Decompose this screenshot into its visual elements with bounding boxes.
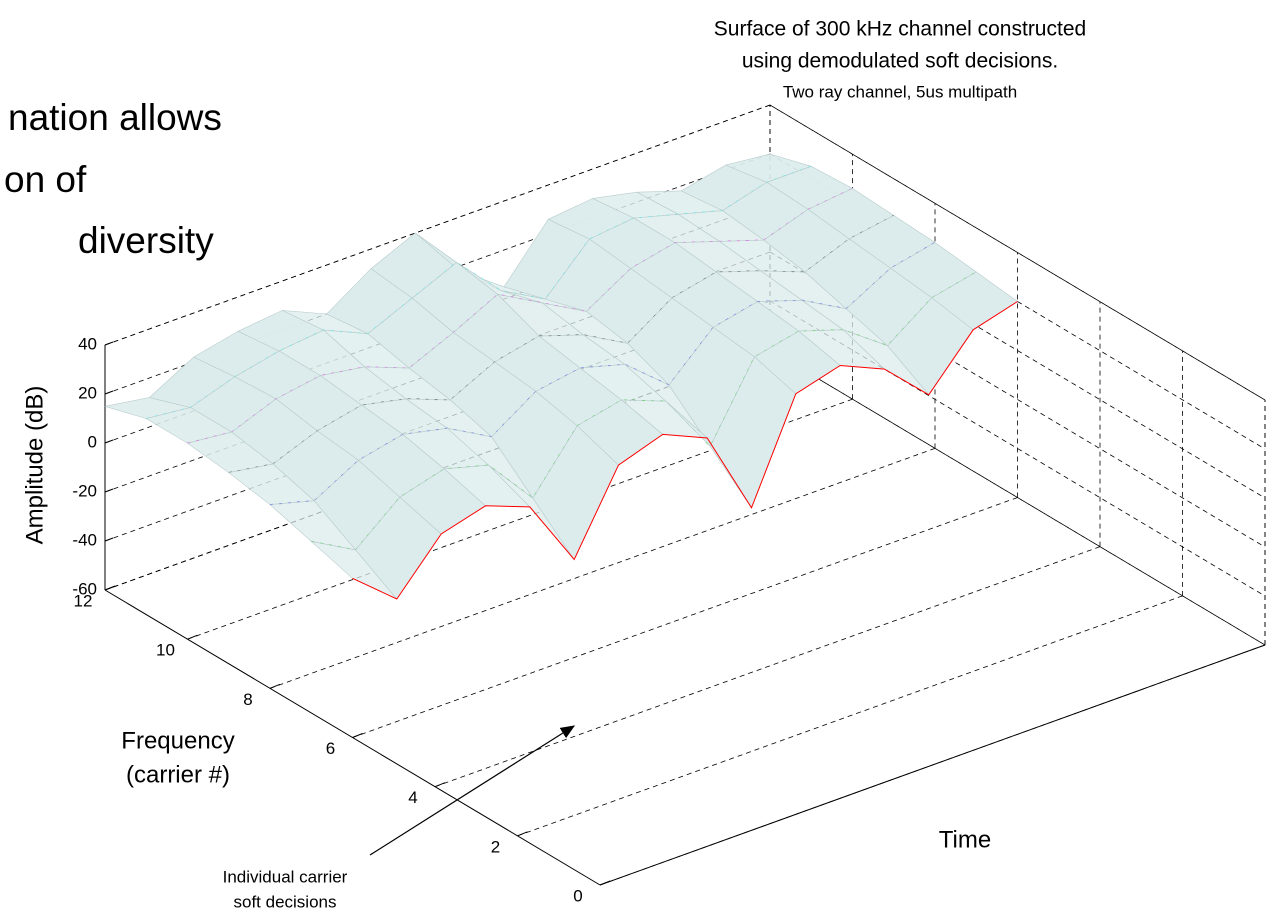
z-axis-label: Amplitude (dB) [21,386,48,545]
y-axis-label: Frequency [121,727,234,754]
slide-line: nation allows [8,97,222,138]
annotation: soft decisions [234,892,337,911]
z-tick-label: 0 [88,432,97,451]
tick-mark [104,488,114,493]
tick-mark [104,585,116,591]
grid-line [769,251,1266,548]
y-tick-label: 2 [491,837,500,856]
tick-mark [517,831,528,837]
carrier-trace [352,301,1018,600]
tick-mark [104,439,114,444]
tick-mark [269,683,281,689]
tick-mark [104,390,114,395]
y-tick-label: 4 [408,788,417,807]
grid-line [104,104,771,346]
y-tick-label: 12 [74,591,93,610]
z-tick-label: -40 [72,530,97,549]
tick-mark [352,733,363,738]
grid-line [434,546,1101,788]
y-tick-label: 0 [573,886,582,905]
tick-mark [187,634,198,640]
tick-mark [104,537,114,542]
slide-line: diversity [78,220,214,261]
annotation: Individual carrier [223,867,348,886]
grid-line [517,595,1183,837]
grid-line [269,447,936,689]
y-axis-label: (carrier #) [126,761,230,788]
annotation-arrow [369,725,576,856]
z-tick-label: 20 [78,383,97,402]
grid-line [769,104,1266,401]
grid-line [599,644,1266,886]
tick-mark [104,341,114,346]
chart-title: using demodulated soft decisions. [742,50,1058,73]
grid-line [352,497,1018,738]
z-tick-label: -60 [72,579,97,598]
y-tick-label: 8 [243,690,252,709]
plot: -60 -40 -20 0 20 40 0 2 4 6 8 10 12 [72,104,1266,905]
y-tick-label: 10 [156,641,175,660]
y-tick-label: 6 [326,739,335,758]
x-axis-label: Time [939,826,991,853]
z-tick-label: 40 [78,334,97,353]
chart-title: Surface of 300 kHz channel constructed [714,18,1086,41]
tick-mark [599,880,611,886]
z-tick-label: -20 [72,481,97,500]
slide-text: nation allows on of diversity [4,97,222,261]
tick-mark [434,782,446,788]
slide-line: on of [4,159,87,200]
chart-subtitle: Two ray channel, 5us multipath [783,82,1017,101]
